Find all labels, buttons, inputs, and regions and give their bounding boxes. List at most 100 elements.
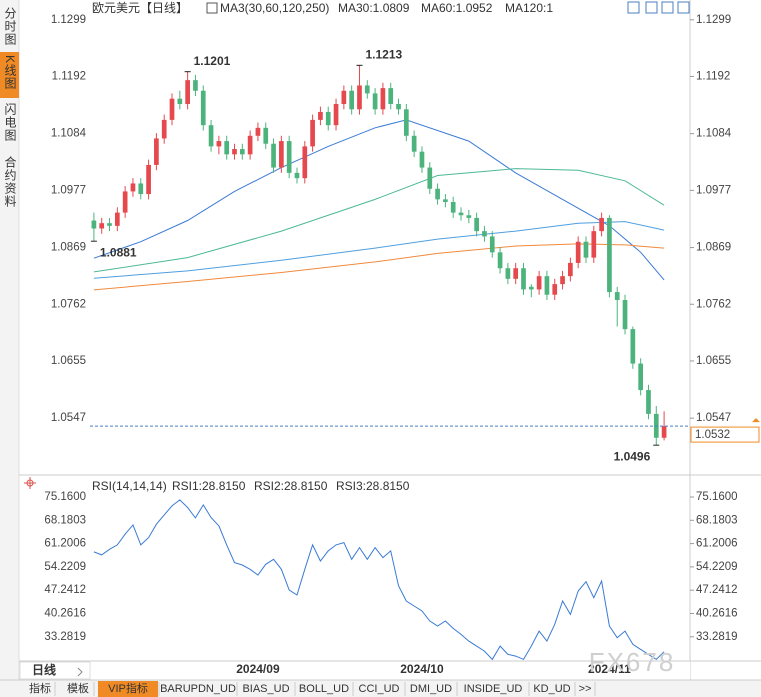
- annotation-label: 1.0881: [100, 245, 137, 259]
- candle-body: [435, 188, 440, 200]
- toolbar-tab[interactable]: VIP指标: [108, 681, 148, 695]
- candle-body: [661, 426, 667, 438]
- toolbar-tab[interactable]: BARUPDN_UD: [160, 683, 236, 695]
- toolbar-tab[interactable]: BOLL_UD: [299, 683, 349, 695]
- rsi-legend-item: RSI1:28.8150: [172, 479, 246, 493]
- last-price-box: [690, 426, 760, 443]
- rsi-tick-label-left: 40.2616: [44, 608, 86, 620]
- candle-body: [294, 172, 300, 179]
- icon[interactable]: [627, 1, 640, 14]
- rsi-tick-label-left: 33.2819: [44, 631, 86, 643]
- rsi-tick-label-left: 75.1600: [44, 491, 86, 503]
- sidebar-tab-active: [0, 52, 19, 98]
- candle-body: [146, 164, 151, 195]
- candle-body: [169, 98, 175, 120]
- candle-body: [286, 141, 292, 173]
- sidebar-tab[interactable]: 闪电图: [3, 103, 17, 142]
- toolbar-tab[interactable]: 模板: [67, 681, 89, 695]
- candle-body: [614, 292, 620, 301]
- toolbar-tab[interactable]: INSIDE_UD: [464, 683, 523, 695]
- candle-body: [302, 146, 308, 179]
- y-tick-label-right: 1.0869: [696, 242, 731, 254]
- toolbar-tab[interactable]: CCI_UD: [359, 683, 400, 695]
- candle-body: [99, 223, 105, 229]
- period-tab[interactable]: [19, 661, 91, 680]
- legend-text: MA3(30,60,120,250): [220, 1, 329, 15]
- candle-body: [255, 127, 261, 136]
- candle-body: [388, 88, 394, 104]
- y-tick-label-right: 1.1084: [696, 128, 732, 140]
- candle-body: [458, 212, 464, 216]
- rsi-tick-label-right: 40.2616: [696, 608, 738, 620]
- toolbar-tab[interactable]: >>: [579, 683, 592, 695]
- legend-text: 【日线】: [140, 1, 188, 15]
- y-tick-label-left: 1.1192: [52, 70, 86, 82]
- candle-body: [325, 111, 331, 126]
- candle-body: [177, 98, 183, 104]
- y-tick-label-right: 1.1192: [696, 70, 730, 82]
- candle-body: [232, 149, 237, 155]
- candle-body: [575, 241, 581, 263]
- candle-body: [161, 119, 167, 139]
- candle-body: [528, 286, 534, 290]
- rsi-legend-item: RSI3:28.8150: [336, 479, 410, 493]
- candle-body: [396, 104, 401, 110]
- candle-body: [279, 141, 284, 168]
- candle-body: [560, 276, 565, 285]
- annotation-label: 1.1201: [194, 54, 231, 68]
- sidebar-tab[interactable]: 合约资料: [3, 155, 17, 208]
- legend-text: 欧元美元: [92, 1, 140, 15]
- candle-body: [114, 212, 120, 226]
- candle-body: [247, 135, 253, 155]
- candle-body: [521, 268, 526, 290]
- candle-body: [122, 191, 128, 213]
- candle-body: [239, 149, 245, 155]
- candle-body: [200, 90, 206, 126]
- sidebar-tab[interactable]: 分时图: [3, 7, 17, 46]
- y-tick-label-left: 1.0869: [51, 242, 86, 254]
- candle-body: [349, 90, 355, 110]
- toolbar-tab-active: [98, 681, 158, 697]
- candle-body: [419, 151, 425, 168]
- candle-body: [482, 231, 487, 237]
- candle-body: [622, 300, 628, 330]
- candle-body: [443, 199, 448, 203]
- icon[interactable]: [661, 1, 674, 14]
- y-tick-label-left: 1.1084: [51, 128, 87, 140]
- settings-icon[interactable]: [24, 477, 36, 489]
- rsi-tick-label-right: 33.2819: [696, 631, 738, 643]
- sidebar-tab[interactable]: K线图: [3, 55, 17, 90]
- indicator-icon[interactable]: [206, 2, 218, 14]
- toolbar-tab[interactable]: KD_UD: [533, 683, 570, 695]
- candle-body: [638, 363, 644, 391]
- candle-body: [466, 215, 472, 218]
- y-tick-label-right: 1.0762: [696, 298, 731, 310]
- icon[interactable]: [645, 1, 658, 14]
- candle-body: [607, 217, 612, 293]
- y-tick-label-right: 1.0655: [696, 355, 731, 367]
- rsi-tick-label-right: 68.1803: [696, 514, 738, 526]
- toolbar: [0, 680, 761, 697]
- candle-body: [208, 125, 214, 147]
- rsi-tick-label-left: 47.2412: [44, 584, 86, 596]
- icon[interactable]: [677, 1, 690, 14]
- y-tick-label-left: 1.0547: [51, 412, 86, 424]
- rsi-tick-label-right: 47.2412: [696, 584, 738, 596]
- candle-body: [552, 284, 558, 295]
- x-tick-label: 2024/11: [588, 662, 631, 676]
- toolbar-tab[interactable]: DMI_UD: [410, 683, 452, 695]
- candle-body: [91, 220, 97, 229]
- annotation-label: 1.1213: [365, 47, 402, 61]
- toolbar-tab[interactable]: 指标: [29, 681, 51, 695]
- candle-body: [154, 138, 159, 165]
- moving-average-line: [93, 168, 665, 273]
- period-label: 日线: [32, 662, 56, 677]
- candle-body: [411, 135, 417, 152]
- toolbar-tab[interactable]: BIAS_UD: [242, 683, 289, 695]
- candle-body: [489, 236, 495, 253]
- legend-item: MA60:1.0952: [421, 1, 493, 15]
- candle-body: [357, 85, 362, 110]
- rsi-legend-item: RSI2:28.8150: [254, 479, 328, 493]
- last-price-marker: [752, 418, 760, 423]
- candle-body: [450, 202, 456, 213]
